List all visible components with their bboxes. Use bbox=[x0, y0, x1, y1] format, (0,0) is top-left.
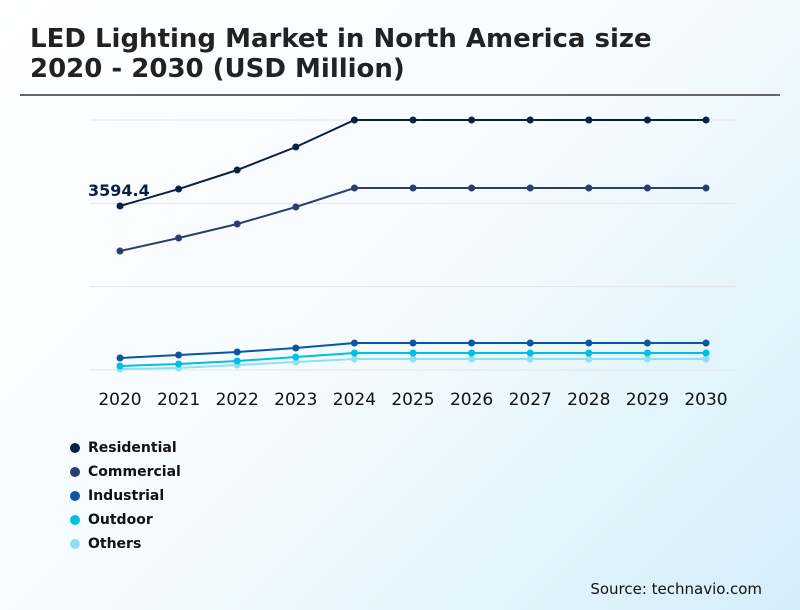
data-point bbox=[585, 339, 593, 347]
x-tick-label: 2022 bbox=[216, 390, 259, 410]
data-point bbox=[702, 339, 710, 347]
data-point bbox=[116, 362, 124, 370]
data-point bbox=[643, 116, 651, 124]
x-tick-label: 2020 bbox=[98, 390, 141, 410]
data-point bbox=[468, 349, 476, 357]
data-point bbox=[175, 351, 183, 359]
x-tick-label: 2030 bbox=[684, 390, 727, 410]
data-label: 3594.4 bbox=[88, 181, 150, 200]
data-point bbox=[233, 357, 241, 365]
data-point bbox=[233, 166, 241, 174]
data-point bbox=[409, 116, 417, 124]
data-point bbox=[350, 355, 358, 363]
data-point bbox=[292, 203, 300, 211]
data-point bbox=[409, 349, 417, 357]
data-point bbox=[468, 116, 476, 124]
data-point bbox=[702, 116, 710, 124]
data-point bbox=[409, 339, 417, 347]
legend-marker bbox=[70, 467, 80, 477]
legend-item: Industrial bbox=[70, 484, 181, 508]
x-tick-label: 2026 bbox=[450, 390, 493, 410]
data-point bbox=[526, 116, 534, 124]
data-point bbox=[643, 355, 651, 363]
data-point bbox=[233, 348, 241, 356]
x-tick-label: 2023 bbox=[274, 390, 317, 410]
data-point bbox=[702, 355, 710, 363]
legend-item: Commercial bbox=[70, 460, 181, 484]
data-point bbox=[585, 355, 593, 363]
data-point bbox=[292, 143, 300, 151]
data-point bbox=[409, 355, 417, 363]
x-tick-label: 2025 bbox=[391, 390, 434, 410]
legend: Residential Commercial Industrial Outdoor Ot… bbox=[70, 436, 181, 556]
legend-label: Others bbox=[88, 536, 142, 552]
legend-marker bbox=[70, 443, 80, 453]
data-point bbox=[643, 339, 651, 347]
chart-title: LED Lighting Market in North America siz… bbox=[30, 24, 652, 84]
source-text: Source: technavio.com bbox=[590, 580, 762, 598]
data-point bbox=[116, 354, 124, 362]
x-tick-label: 2028 bbox=[567, 390, 610, 410]
data-point bbox=[526, 339, 534, 347]
x-tick-label: 2029 bbox=[626, 390, 669, 410]
data-point bbox=[175, 360, 183, 368]
legend-label: Industrial bbox=[88, 488, 165, 504]
data-point bbox=[233, 220, 241, 228]
data-point bbox=[643, 349, 651, 357]
x-tick-label: 2024 bbox=[333, 390, 376, 410]
legend-label: Outdoor bbox=[88, 512, 153, 528]
data-point bbox=[585, 349, 593, 357]
data-point bbox=[350, 339, 358, 347]
data-point bbox=[292, 353, 300, 361]
data-point bbox=[350, 116, 358, 124]
data-point bbox=[409, 184, 417, 192]
legend-label: Commercial bbox=[88, 464, 181, 480]
data-point bbox=[643, 184, 651, 192]
data-point bbox=[702, 349, 710, 357]
legend-item: Others bbox=[70, 532, 181, 556]
x-tick-label: 2021 bbox=[157, 390, 200, 410]
data-point bbox=[175, 234, 183, 242]
data-point bbox=[350, 349, 358, 357]
data-point bbox=[585, 116, 593, 124]
legend-marker bbox=[70, 491, 80, 501]
data-point bbox=[350, 184, 358, 192]
data-point bbox=[468, 184, 476, 192]
series-line-residential bbox=[119, 119, 706, 207]
legend-label: Residential bbox=[88, 440, 177, 456]
data-point bbox=[702, 184, 710, 192]
data-point bbox=[526, 355, 534, 363]
series-line-commercial bbox=[119, 187, 706, 252]
data-point bbox=[468, 339, 476, 347]
data-point bbox=[175, 185, 183, 193]
legend-item: Outdoor bbox=[70, 508, 181, 532]
x-tick-label: 2027 bbox=[509, 390, 552, 410]
data-point bbox=[526, 184, 534, 192]
data-point bbox=[585, 184, 593, 192]
data-point bbox=[116, 247, 124, 255]
data-point bbox=[292, 358, 300, 366]
title-divider bbox=[20, 94, 780, 96]
legend-item: Residential bbox=[70, 436, 181, 460]
data-point bbox=[468, 355, 476, 363]
data-point bbox=[526, 349, 534, 357]
legend-marker bbox=[70, 539, 80, 549]
legend-marker bbox=[70, 515, 80, 525]
data-point bbox=[292, 344, 300, 352]
data-point bbox=[116, 202, 124, 210]
